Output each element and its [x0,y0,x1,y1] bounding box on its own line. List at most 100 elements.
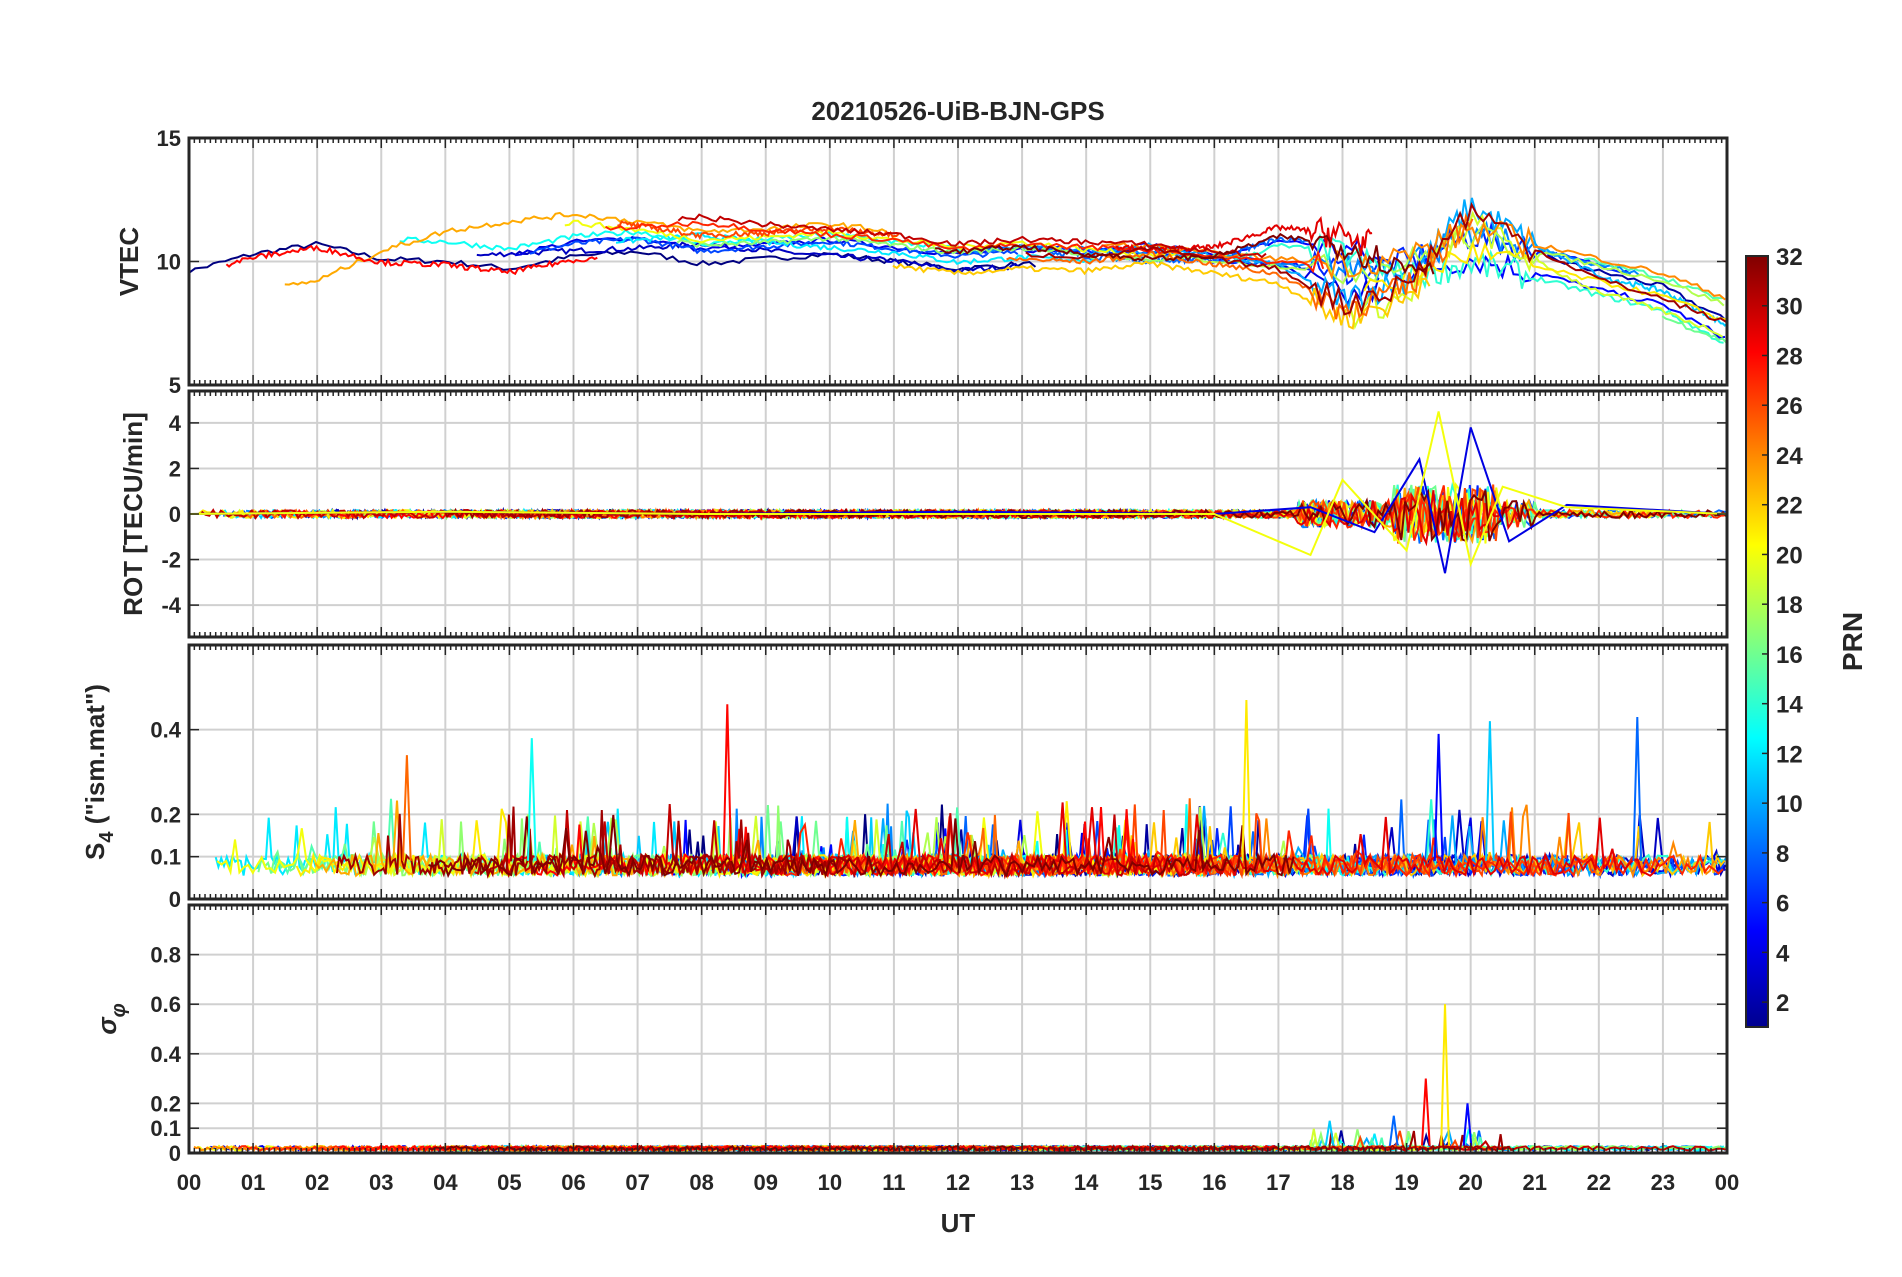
x-tick-label: 23 [1651,1170,1675,1195]
x-tick-label: 03 [369,1170,393,1195]
vtec-series-prn-21 [1363,239,1727,321]
x-tick-label: 04 [433,1170,458,1195]
vtec-series-prn-31 [1025,201,1727,323]
x-tick-label: 10 [818,1170,842,1195]
y-label-subscript: 4 [96,831,118,843]
panel-vtec: 5 10 15 VTEC [114,126,1729,398]
vtec-series-prn-28 [225,244,598,276]
y-tick-label: 0.2 [150,1091,181,1116]
s4-series-prn-29 [734,802,1660,879]
y-tick-label: 0.4 [150,1042,181,1067]
vtec-series-prn-8 [1049,236,1309,266]
colorbar-tick-label: 24 [1776,443,1803,470]
s4-series-prn-32 [428,814,1295,879]
x-tick-label: 15 [1138,1170,1162,1195]
s4-peak [1241,699,1252,861]
sigma_phi-peak [1440,1004,1450,1146]
colorbar-tick-label: 4 [1776,940,1790,967]
colorbar-tick-label: 26 [1776,393,1803,420]
colorbar-tick-label: 8 [1776,841,1789,868]
y-tick-label: -2 [161,548,181,573]
sigma_phi-peak [1388,1115,1399,1146]
y-label-part: σ [92,1016,122,1035]
y-tick-label: 0.8 [150,943,181,968]
vtec-series-prn-17 [676,235,1230,262]
s4-peak [527,738,537,861]
colorbar-tick-label: 20 [1776,542,1803,569]
vtec-series-prn-32 [935,232,1435,275]
panel-data [189,411,1727,574]
colorbar-tick-label: 28 [1776,343,1803,370]
vtec-series-prn-27 [605,220,1325,274]
x-tick-label: 18 [1330,1170,1354,1195]
x-tick-label: 12 [946,1170,970,1195]
colorbar-tick-label: 22 [1776,493,1803,520]
y-label-part: S [80,843,110,860]
y-tick-label: 5 [169,373,181,398]
x-tick-label: 05 [497,1170,521,1195]
colorbar-tick-label: 32 [1776,244,1803,271]
s4-peak [722,704,733,861]
vtec-series-prn-26 [617,220,900,240]
y-tick-label: 0.2 [150,802,181,827]
vtec-series-prn-22 [892,260,1431,330]
y-tick-label: 0.4 [150,718,181,743]
y-tick-label: 10 [157,250,181,275]
s4-peak [402,755,412,861]
panel-s4: 0 0.1 0.2 0.4 S4 ("ism.mat") [80,643,1729,912]
colorbar-gradient [1745,255,1769,1028]
colorbar-tick-label: 30 [1776,294,1803,321]
chart-title: 20210526-UiB-BJN-GPS [811,96,1104,126]
x-tick-labels: 00 01 02 03 04 05 06 07 08 09 10 11 12 13 14 15 16 17 18 19… [177,1170,1739,1195]
x-tick-label: 20 [1458,1170,1482,1195]
vtec-series-prn-16 [1661,315,1727,344]
panel-sigma_phi: 00.10.2 0.4 0.6 0.8 σφ [92,903,1729,1166]
x-tick-label: 22 [1587,1170,1611,1195]
s4-peak [1485,721,1495,861]
colorbar-label: PRN [1837,612,1868,671]
x-tick-label: 21 [1523,1170,1547,1195]
colorbar-tick-label: 12 [1776,741,1803,768]
vtec-series-prn-20 [564,219,1182,258]
x-axis-label: UT [941,1208,976,1238]
x-tick-label: 02 [305,1170,329,1195]
s4-peak [1433,733,1444,861]
x-tick-label: 11 [882,1170,905,1195]
y-tick-label: 0.6 [150,992,181,1017]
vtec-series-prn-30 [677,213,1267,259]
sigma_phi-series-prn-31 [1047,1130,1514,1153]
colorbar-tick-label: 16 [1776,642,1803,669]
y-tick-label: 0.1 [150,1116,181,1141]
y-axis-label: ROT [TECU/min] [118,412,148,616]
colorbar-tick-label: 2 [1776,990,1789,1017]
y-axis-label: σφ [92,1003,130,1034]
x-tick-label: 01 [241,1170,265,1195]
vtec-series-prn-3 [476,241,1021,274]
y-tick-label: 0.1 [150,845,181,870]
panel-data [214,699,1727,880]
sigma_phi-peak [1462,1103,1473,1146]
panel-data [189,197,1727,344]
x-tick-label: 07 [625,1170,649,1195]
x-tick-label: 08 [689,1170,713,1195]
x-tick-label: 16 [1202,1170,1226,1195]
s4-peak [1632,716,1643,861]
sigma_phi-peak [1421,1078,1431,1146]
vtec-series-prn-19 [1349,210,1723,338]
y-tick-label: 2 [169,456,181,481]
x-tick-label: 00 [1715,1170,1739,1195]
colorbar-tick-label: 14 [1776,692,1803,719]
colorbar-tick-label: 6 [1776,891,1789,918]
sigma_phi-peak [1324,1120,1335,1146]
vtec-series-prn-25 [1006,212,1474,320]
colorbar-tick-label: 10 [1776,791,1803,818]
x-tick-label: 17 [1266,1170,1290,1195]
x-tick-label: 00 [177,1170,201,1195]
y-tick-label: 4 [169,411,182,436]
y-tick-label: 0 [169,1141,181,1166]
colorbar-tick-label: 18 [1776,592,1803,619]
